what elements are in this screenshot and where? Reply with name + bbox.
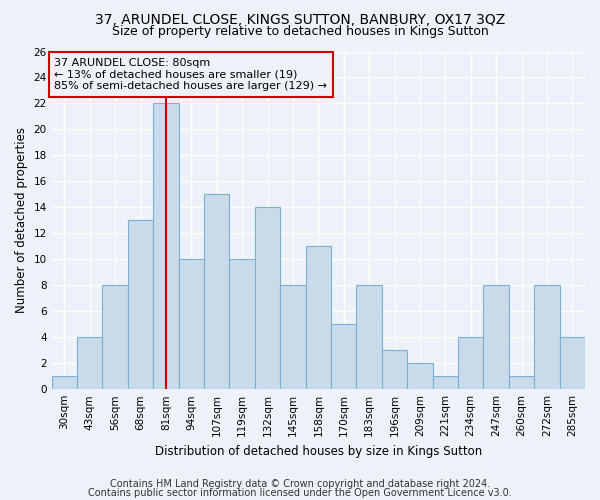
Bar [356,286,382,389]
Bar [458,337,484,389]
Text: Contains public sector information licensed under the Open Government Licence v3: Contains public sector information licen… [88,488,512,498]
Text: Size of property relative to detached houses in Kings Sutton: Size of property relative to detached ho… [112,25,488,38]
Bar [484,286,509,389]
Y-axis label: Number of detached properties: Number of detached properties [15,128,28,314]
Bar [52,376,77,389]
Text: 37, ARUNDEL CLOSE, KINGS SUTTON, BANBURY, OX17 3QZ: 37, ARUNDEL CLOSE, KINGS SUTTON, BANBURY… [95,12,505,26]
Text: Contains HM Land Registry data © Crown copyright and database right 2024.: Contains HM Land Registry data © Crown c… [110,479,490,489]
Bar [509,376,534,389]
Bar [229,260,255,389]
Bar [255,208,280,389]
Bar [382,350,407,389]
Text: 37 ARUNDEL CLOSE: 80sqm
← 13% of detached houses are smaller (19)
85% of semi-de: 37 ARUNDEL CLOSE: 80sqm ← 13% of detache… [54,58,327,91]
X-axis label: Distribution of detached houses by size in Kings Sutton: Distribution of detached houses by size … [155,444,482,458]
Bar [103,286,128,389]
Bar [280,286,305,389]
Bar [534,286,560,389]
Bar [77,337,103,389]
Bar [407,363,433,389]
Bar [331,324,356,389]
Bar [204,194,229,389]
Bar [305,246,331,389]
Bar [433,376,458,389]
Bar [128,220,153,389]
Bar [153,104,179,389]
Bar [560,337,585,389]
Bar [179,260,204,389]
